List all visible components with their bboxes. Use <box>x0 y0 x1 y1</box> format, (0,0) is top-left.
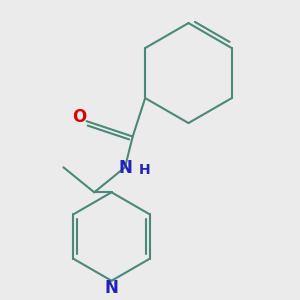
Text: N: N <box>118 159 132 177</box>
Text: O: O <box>72 107 86 125</box>
Text: H: H <box>139 164 151 177</box>
Text: N: N <box>105 279 118 297</box>
